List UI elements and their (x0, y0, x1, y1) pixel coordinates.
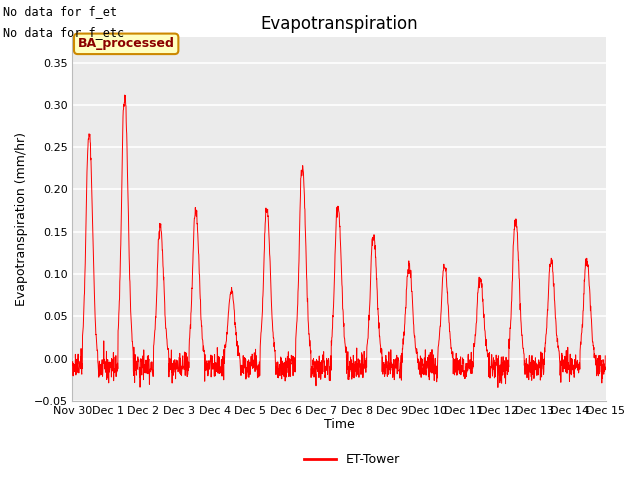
Title: Evapotranspiration: Evapotranspiration (260, 15, 418, 33)
Legend: ET-Tower: ET-Tower (300, 448, 404, 471)
X-axis label: Time: Time (324, 419, 355, 432)
Text: No data for f_etc: No data for f_etc (3, 26, 124, 39)
Text: BA_processed: BA_processed (77, 37, 175, 50)
Text: No data for f_et: No data for f_et (3, 5, 117, 18)
Y-axis label: Evapotranspiration (mm/hr): Evapotranspiration (mm/hr) (15, 132, 28, 306)
